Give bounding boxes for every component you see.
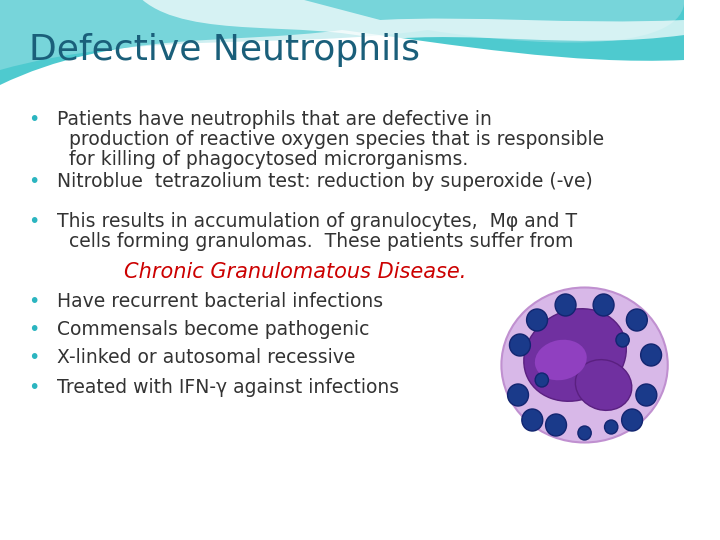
Text: Defective Neutrophils: Defective Neutrophils: [29, 33, 420, 67]
Circle shape: [526, 309, 547, 331]
PathPatch shape: [0, 0, 685, 85]
PathPatch shape: [143, 0, 685, 41]
Circle shape: [621, 409, 642, 431]
PathPatch shape: [0, 0, 685, 70]
Text: Treated with IFN-γ against infections: Treated with IFN-γ against infections: [57, 378, 399, 397]
Text: •: •: [29, 378, 40, 397]
Circle shape: [616, 333, 629, 347]
Circle shape: [555, 294, 576, 316]
Text: X-linked or autosomal recessive: X-linked or autosomal recessive: [57, 348, 356, 367]
Text: •: •: [29, 212, 40, 231]
Ellipse shape: [501, 287, 667, 442]
Text: •: •: [29, 292, 40, 311]
Text: Chronic Granulomatous Disease.: Chronic Granulomatous Disease.: [124, 262, 466, 282]
Text: for killing of phagocytosed microrganisms.: for killing of phagocytosed microrganism…: [57, 150, 468, 169]
Circle shape: [522, 409, 543, 431]
Circle shape: [578, 426, 591, 440]
Circle shape: [626, 309, 647, 331]
Text: •: •: [29, 110, 40, 129]
Text: Patients have neutrophils that are defective in: Patients have neutrophils that are defec…: [57, 110, 492, 129]
Text: Have recurrent bacterial infections: Have recurrent bacterial infections: [57, 292, 383, 311]
Text: Commensals become pathogenic: Commensals become pathogenic: [57, 320, 369, 339]
Circle shape: [636, 384, 657, 406]
Text: Nitroblue  tetrazolium test: reduction by superoxide (-ve): Nitroblue tetrazolium test: reduction by…: [57, 172, 593, 191]
Circle shape: [510, 334, 531, 356]
Circle shape: [641, 344, 662, 366]
Text: •: •: [29, 172, 40, 191]
Circle shape: [593, 294, 614, 316]
Circle shape: [605, 420, 618, 434]
Text: •: •: [29, 320, 40, 339]
Ellipse shape: [535, 340, 587, 380]
Circle shape: [508, 384, 528, 406]
Circle shape: [546, 414, 567, 436]
Circle shape: [535, 373, 549, 387]
Ellipse shape: [524, 309, 626, 401]
Text: •: •: [29, 348, 40, 367]
Bar: [0, 70, 685, 540]
Text: cells forming granulomas.  These patients suffer from: cells forming granulomas. These patients…: [57, 232, 573, 251]
Text: production of reactive oxygen species that is responsible: production of reactive oxygen species th…: [57, 130, 604, 149]
Text: This results in accumulation of granulocytes,  Mφ and T: This results in accumulation of granuloc…: [57, 212, 577, 231]
Ellipse shape: [575, 360, 632, 410]
